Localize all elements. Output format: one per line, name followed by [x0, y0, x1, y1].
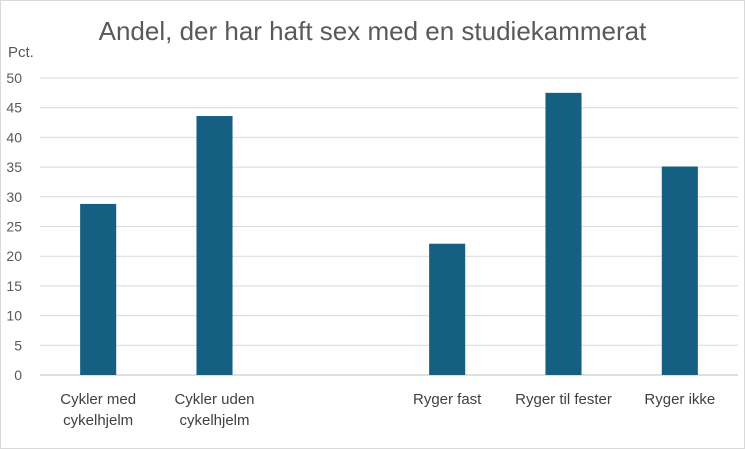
y-tick-label: 15: [6, 278, 22, 294]
x-category-label: Ryger ikke: [644, 391, 715, 408]
y-tick-label: 25: [6, 219, 22, 235]
bar: [429, 243, 466, 375]
x-category-label: Ryger fast: [413, 391, 482, 408]
x-category-label: Cykler med: [60, 391, 136, 408]
x-category-label: Ryger til fester: [515, 391, 612, 408]
y-tick-label: 35: [6, 159, 22, 175]
y-tick-label: 30: [6, 189, 22, 205]
bar: [661, 166, 698, 375]
y-tick-label: 45: [6, 100, 22, 116]
chart-title: Andel, der har haft sex med en studiekam…: [98, 16, 647, 46]
x-category-label: cykelhjelm: [179, 412, 249, 429]
y-tick-label: 5: [14, 337, 22, 353]
y-axis-unit-label: Pct.: [8, 44, 34, 61]
x-category-label: cykelhjelm: [63, 412, 133, 429]
y-tick-label: 40: [6, 129, 22, 145]
bar: [196, 116, 233, 376]
y-tick-label: 0: [14, 367, 22, 383]
bar: [80, 203, 117, 375]
y-tick-label: 10: [6, 308, 22, 324]
x-category-label: Cykler uden: [174, 391, 254, 408]
y-tick-label: 50: [6, 70, 22, 86]
y-tick-label: 20: [6, 248, 22, 264]
bar: [545, 92, 582, 375]
